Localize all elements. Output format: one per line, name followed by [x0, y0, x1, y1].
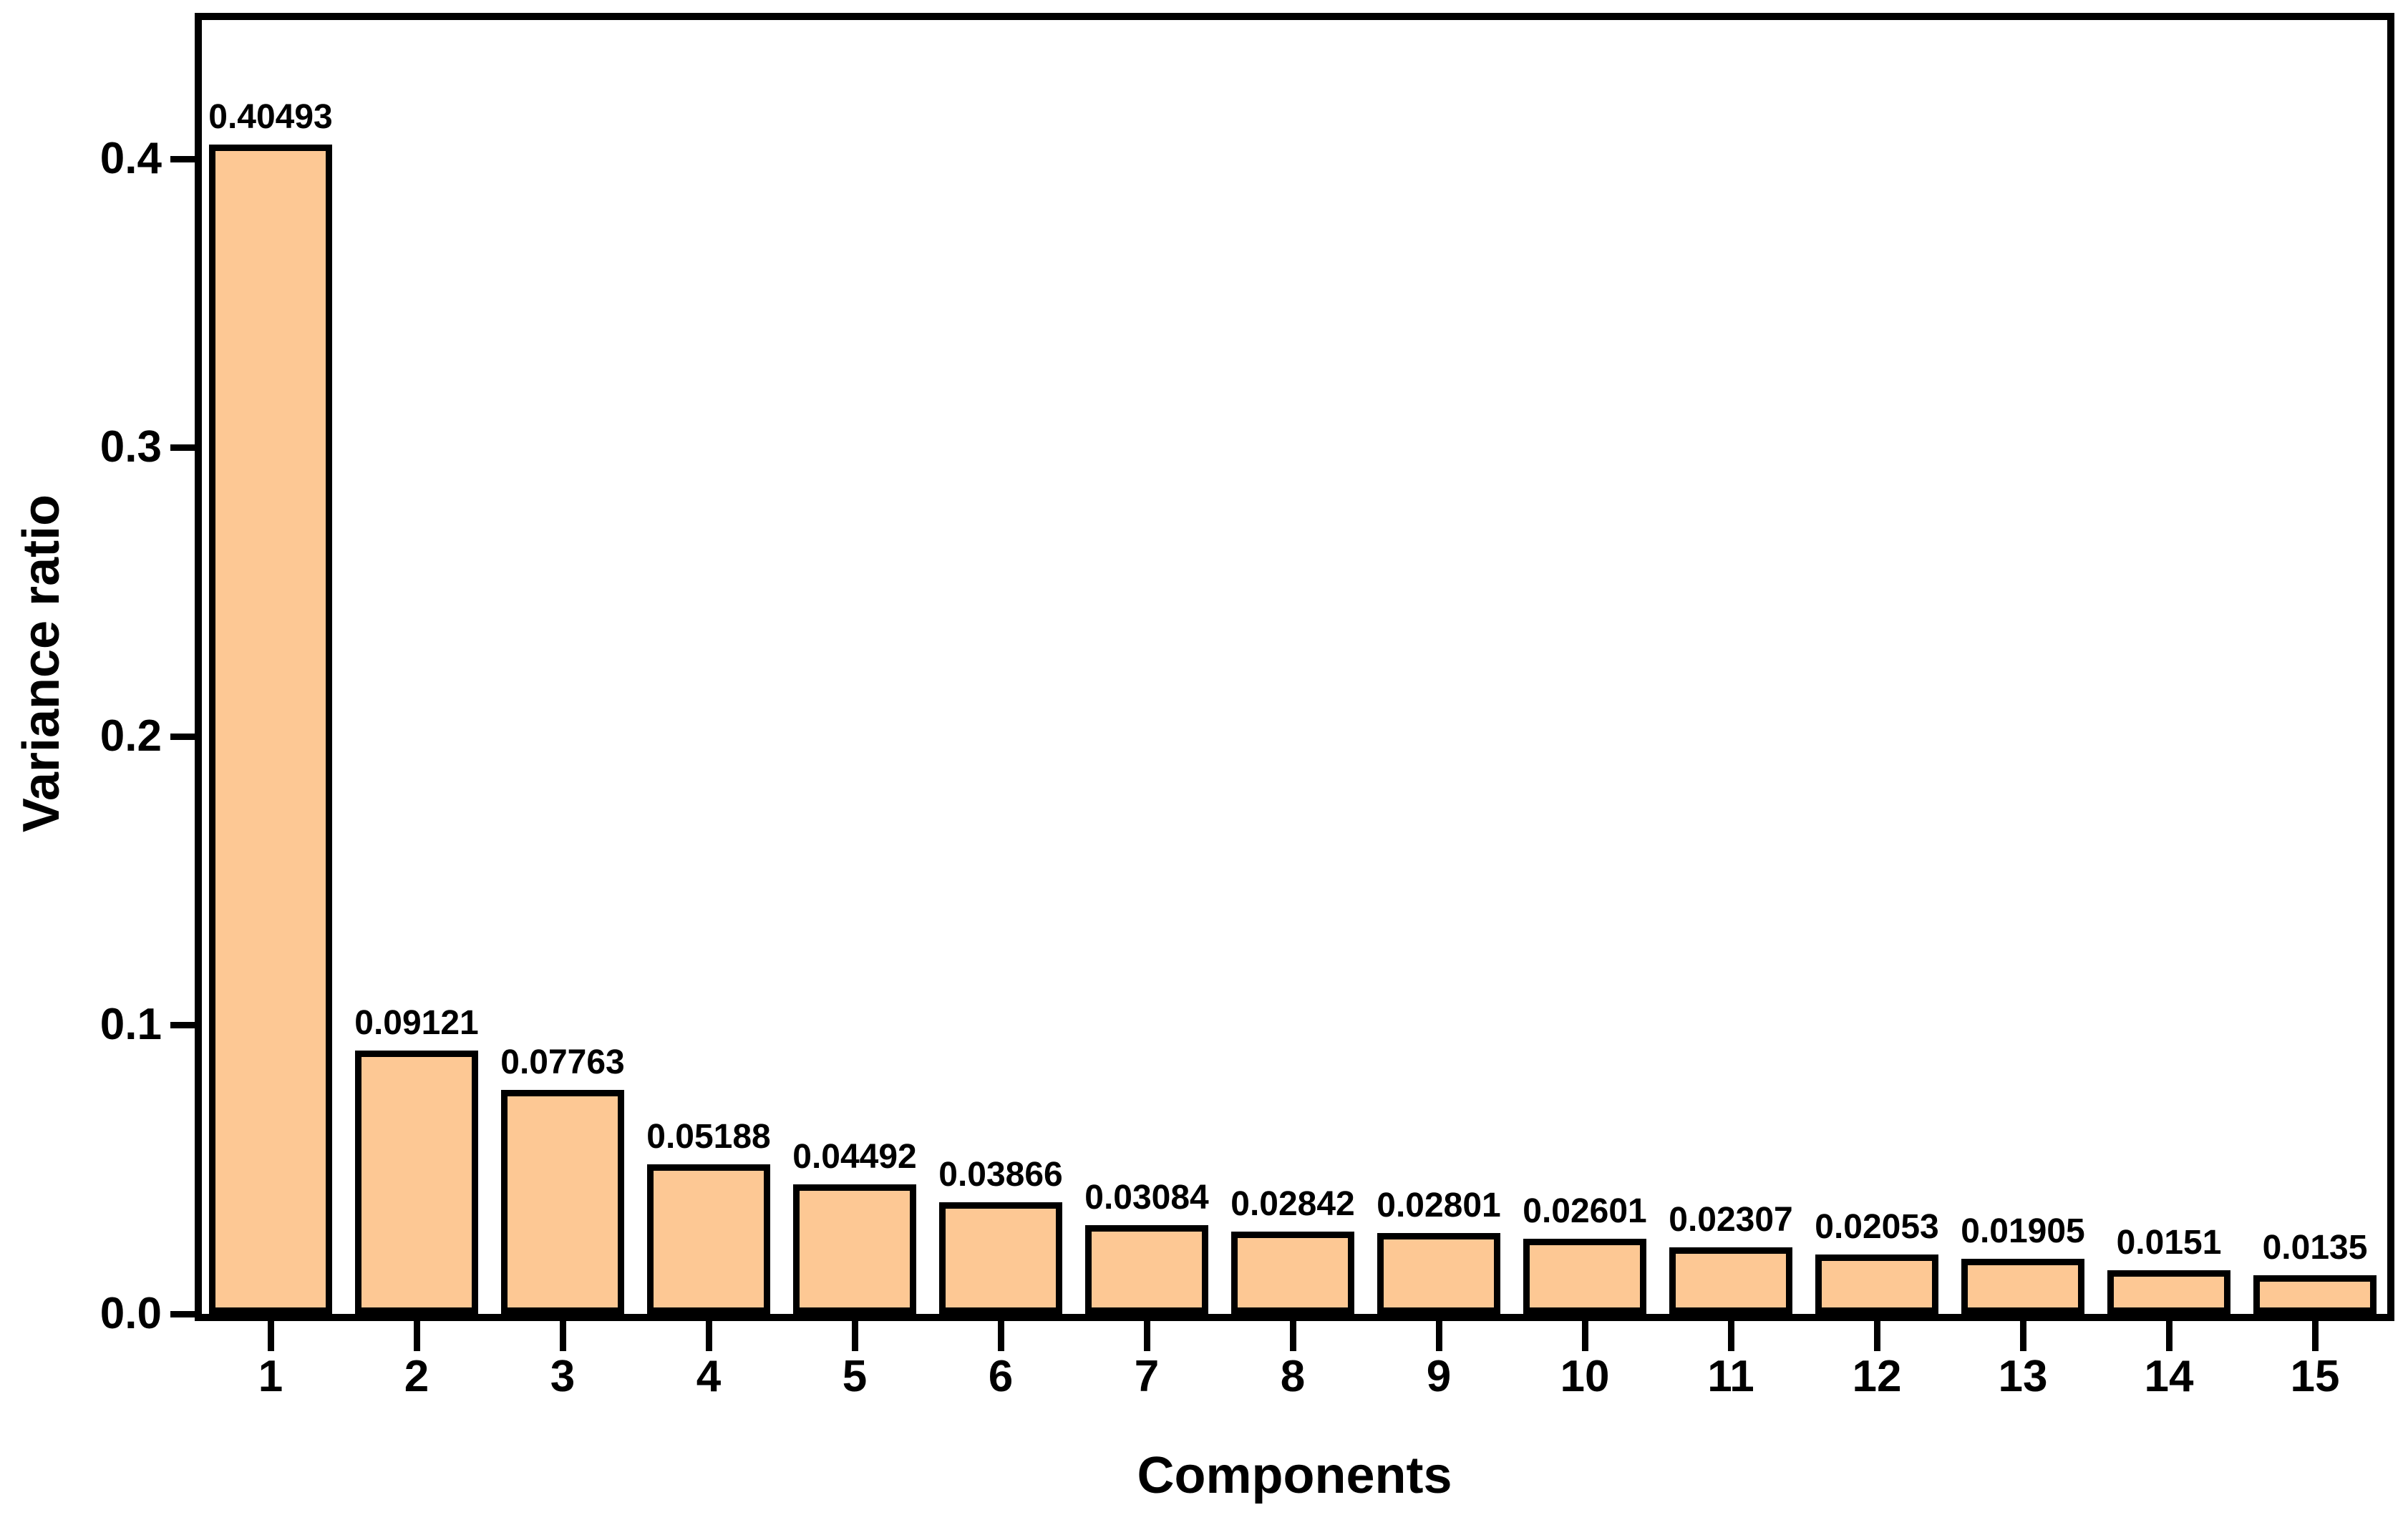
x-tick [1144, 1321, 1150, 1351]
y-axis-title: Variance ratio [13, 494, 70, 833]
x-tick-label: 9 [1426, 1352, 1452, 1401]
x-tick [1582, 1321, 1588, 1351]
y-tick [170, 1022, 195, 1029]
x-tick-label: 1 [258, 1352, 283, 1401]
bar-value-label: 0.0135 [2262, 1229, 2368, 1267]
y-tick-label: 0.0 [99, 1289, 162, 1338]
x-tick-label: 15 [2290, 1352, 2340, 1401]
x-tick [414, 1321, 420, 1351]
x-tick [1290, 1321, 1296, 1351]
x-tick [1728, 1321, 1734, 1351]
x-tick-label: 3 [550, 1352, 576, 1401]
x-tick-label: 8 [1280, 1352, 1306, 1401]
bar-value-label: 0.02053 [1815, 1208, 1939, 1246]
x-tick [2020, 1321, 2026, 1351]
x-tick-label: 13 [1998, 1352, 2048, 1401]
bar-value-label: 0.02307 [1669, 1201, 1793, 1239]
x-tick [560, 1321, 566, 1351]
bar-value-label: 0.05188 [646, 1118, 771, 1156]
bar-value-label: 0.02842 [1230, 1185, 1355, 1223]
y-tick [170, 155, 195, 162]
x-tick-label: 11 [1707, 1352, 1754, 1401]
bar [1377, 1233, 1500, 1314]
x-tick-label: 2 [404, 1352, 429, 1401]
x-tick-label: 7 [1134, 1352, 1160, 1401]
x-tick-label: 4 [696, 1352, 722, 1401]
bar-value-label: 0.07763 [500, 1043, 625, 1081]
x-tick [1874, 1321, 1880, 1351]
x-tick [2312, 1321, 2319, 1351]
bar-value-label: 0.0151 [2116, 1224, 2222, 1262]
bar [1231, 1232, 1354, 1314]
y-tick-label: 0.1 [99, 1000, 162, 1050]
bar [1669, 1247, 1792, 1314]
bar [209, 145, 332, 1314]
bar [501, 1090, 624, 1314]
x-tick [2166, 1321, 2172, 1351]
bar [1815, 1255, 1938, 1314]
x-tick-label: 12 [1852, 1352, 1902, 1401]
bar [939, 1202, 1062, 1314]
bar-value-label: 0.09121 [354, 1004, 479, 1042]
y-tick-label: 0.3 [99, 422, 162, 472]
bar-value-label: 0.02601 [1523, 1192, 1647, 1230]
bar [2107, 1270, 2230, 1314]
x-tick [706, 1321, 712, 1351]
bar-value-label: 0.03866 [938, 1156, 1063, 1194]
y-tick [170, 733, 195, 740]
x-tick-label: 6 [988, 1352, 1014, 1401]
y-tick [170, 1311, 195, 1317]
y-tick-label: 0.2 [99, 711, 162, 761]
y-tick [170, 444, 195, 452]
x-tick-label: 5 [842, 1352, 868, 1401]
bar [1523, 1239, 1646, 1314]
bar [647, 1164, 770, 1314]
bar [793, 1184, 916, 1314]
x-tick [1436, 1321, 1442, 1351]
bar-value-label: 0.01905 [1961, 1212, 2085, 1250]
bar [2253, 1275, 2377, 1314]
x-axis-title: Components [1137, 1447, 1452, 1504]
x-tick [998, 1321, 1004, 1351]
x-tick [852, 1321, 858, 1351]
x-tick-label: 10 [1560, 1352, 1610, 1401]
bar [355, 1051, 478, 1314]
bar [1961, 1259, 2084, 1314]
bar-value-label: 0.03084 [1084, 1179, 1209, 1217]
bar-value-label: 0.04492 [792, 1138, 917, 1176]
y-tick-label: 0.4 [99, 133, 162, 183]
bar-value-label: 0.02801 [1377, 1187, 1501, 1224]
x-tick [268, 1321, 274, 1351]
plot-area: 0.40493 0.09121 0.07763 0.05188 0.04492 0.038… [195, 13, 2394, 1321]
bar [1085, 1225, 1208, 1314]
x-tick-label: 14 [2144, 1352, 2194, 1401]
bar-value-label: 0.40493 [208, 98, 333, 136]
